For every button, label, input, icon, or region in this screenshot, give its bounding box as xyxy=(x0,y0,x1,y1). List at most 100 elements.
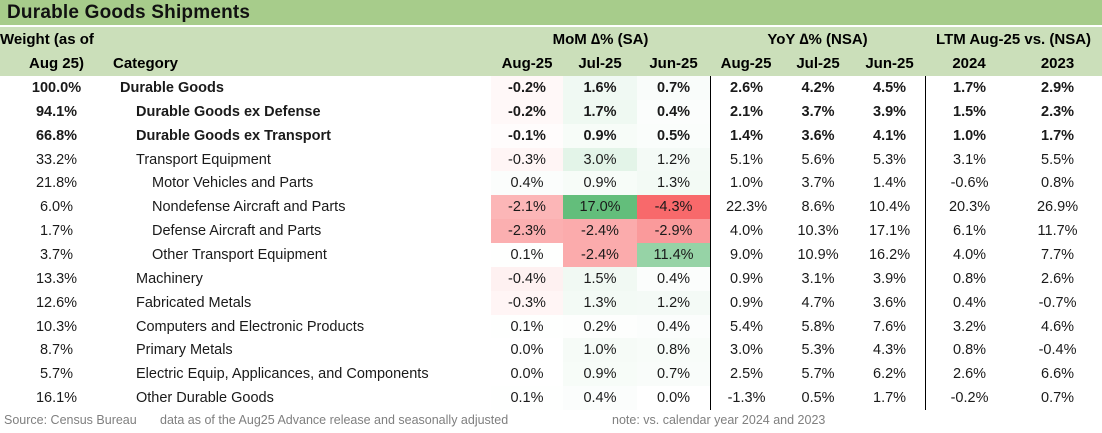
yoy-cell: 2.5% xyxy=(710,362,782,387)
ltm-cell: 2.6% xyxy=(925,362,1013,387)
yoy-cell: 3.7% xyxy=(801,175,835,192)
table-row: 16.1% Other Durable Goods 0.1% 0.4% 0.0% -1.3… xyxy=(0,386,1102,411)
yoy-cell: 0.9% xyxy=(710,290,782,315)
ltm-cell: -0.4% xyxy=(1038,342,1077,359)
yoy-cell: 3.7% xyxy=(801,103,835,120)
table-row: 12.6% Fabricated Metals -0.3% 1.3% 1.2% 0.9% 4… xyxy=(0,290,1102,315)
mom-cell: -2.3% xyxy=(491,219,563,244)
mom-cell: 1.2% xyxy=(637,290,711,315)
category-cell: Durable Goods ex Defense xyxy=(136,103,321,120)
yoy-cell: 1.4% xyxy=(873,175,907,192)
yoy-cell: 4.5% xyxy=(873,79,907,96)
weight-cell: 16.1% xyxy=(35,390,78,407)
yoy-cell: 4.1% xyxy=(873,127,907,144)
yoy-cell: 22.3% xyxy=(710,195,782,220)
mom-cell: -2.4% xyxy=(563,243,637,267)
mom-cell: 0.1% xyxy=(491,314,563,339)
yoy-col-jul25: Jul-25 xyxy=(782,51,855,76)
mom-cell: 0.4% xyxy=(637,266,711,291)
mom-cell: 0.4% xyxy=(563,386,637,411)
footer-notes: Source: Census Bureau data as of the Aug… xyxy=(0,410,1102,433)
ltm-cell: 4.0% xyxy=(925,243,1013,267)
ltm-cell: 3.1% xyxy=(925,147,1013,172)
yoy-cell: 16.2% xyxy=(868,246,911,263)
yoy-cell: 3.6% xyxy=(873,294,907,311)
weight-cell: 8.7% xyxy=(39,342,74,359)
yoy-cell: 3.9% xyxy=(873,103,907,120)
category-cell: Motor Vehicles and Parts xyxy=(152,175,314,192)
category-cell: Other Transport Equipment xyxy=(152,246,327,263)
mom-cell: -0.3% xyxy=(491,147,563,172)
mom-cell: 0.0% xyxy=(637,386,711,411)
yoy-cell: 1.0% xyxy=(710,171,782,196)
mom-cell: -2.9% xyxy=(637,219,711,244)
ltm-cell: 0.7% xyxy=(1041,390,1075,407)
mom-cell: 0.0% xyxy=(491,338,563,363)
yoy-col-jun25: Jun-25 xyxy=(854,51,926,76)
ltm-cell: 0.8% xyxy=(925,266,1013,291)
mom-cell: 0.4% xyxy=(637,99,711,124)
mom-cell: 0.4% xyxy=(491,171,563,196)
yoy-cell: 1.4% xyxy=(710,123,782,148)
table-row: 66.8% Durable Goods ex Transport -0.1% 0.9%… xyxy=(0,123,1102,148)
mom-cell: 17.0% xyxy=(563,195,637,220)
ltm-cell: 20.3% xyxy=(925,195,1013,220)
ltm-cell: 6.6% xyxy=(1041,366,1075,383)
ltm-cell: 7.7% xyxy=(1041,246,1075,263)
yoy-cell: 6.2% xyxy=(873,366,907,383)
ltm-cell: 0.8% xyxy=(1041,175,1075,192)
category-cell: Other Durable Goods xyxy=(136,390,274,407)
weight-cell: 12.6% xyxy=(35,294,78,311)
yoy-cell: 0.9% xyxy=(710,266,782,291)
mom-cell: 11.4% xyxy=(637,243,711,267)
ltm-cell: 1.0% xyxy=(925,123,1013,148)
ltm-cell: 1.7% xyxy=(925,76,1013,100)
ltm-cell: -0.2% xyxy=(925,386,1013,411)
ltm-cell: 2.3% xyxy=(1041,103,1075,120)
mom-col-jun25: Jun-25 xyxy=(637,51,711,76)
yoy-col-aug25: Aug-25 xyxy=(710,51,783,76)
ltm-cell: 4.6% xyxy=(1041,318,1075,335)
yoy-cell: 10.4% xyxy=(868,199,911,216)
ltm-cell: 2.6% xyxy=(1041,270,1075,287)
table-row: 13.3% Machinery -0.4% 1.5% 0.4% 0.9% 3.1% 3.9% 0… xyxy=(0,266,1102,291)
yoy-cell: 2.1% xyxy=(710,99,782,124)
yoy-cell: 3.6% xyxy=(801,127,835,144)
mom-cell: -0.3% xyxy=(491,290,563,315)
table-row: 33.2% Transport Equipment -0.3% 3.0% 1.2% 5.1… xyxy=(0,147,1102,172)
ltm-cell: -0.6% xyxy=(925,171,1013,196)
yoy-cell: 5.7% xyxy=(801,366,835,383)
category-cell: Nondefense Aircraft and Parts xyxy=(152,199,346,216)
table-row: 94.1% Durable Goods ex Defense -0.2% 1.7% 0.… xyxy=(0,99,1102,124)
yoy-cell: 1.7% xyxy=(873,390,907,407)
mom-cell: 0.9% xyxy=(563,362,637,387)
mom-cell: 0.4% xyxy=(637,314,711,339)
yoy-cell: 5.3% xyxy=(873,151,907,168)
yoy-cell: 2.6% xyxy=(710,76,782,100)
yoy-cell: 5.8% xyxy=(801,318,835,335)
table-row: 10.3% Computers and Electronic Products 0.… xyxy=(0,314,1102,339)
ltm-cell: 26.9% xyxy=(1036,199,1079,216)
table-row: 100.0% Durable Goods -0.2% 1.6% 0.7% 2.6% 4.2%… xyxy=(0,76,1102,100)
mom-cell: 1.2% xyxy=(637,147,711,172)
table-row: 8.7% Primary Metals 0.0% 1.0% 0.8% 3.0% 5.3% 4.… xyxy=(0,338,1102,363)
table-header: Weight (as of MoM ∆% (SA) YoY ∆% (NSA) L… xyxy=(0,27,1102,76)
group-header-yoy: YoY ∆% (NSA) xyxy=(710,27,926,51)
yoy-cell: 4.0% xyxy=(710,219,782,244)
data-note: data as of the Aug25 Advance release and… xyxy=(160,413,509,428)
mom-cell: -0.4% xyxy=(491,266,563,291)
yoy-cell: 0.5% xyxy=(801,390,835,407)
mom-cell: -0.2% xyxy=(491,99,563,124)
mom-cell: 0.5% xyxy=(637,123,711,148)
yoy-cell: 9.0% xyxy=(710,243,782,267)
source-note: Source: Census Bureau xyxy=(4,413,137,428)
mom-cell: -0.2% xyxy=(491,76,563,100)
weight-cell: 33.2% xyxy=(35,151,78,168)
ltm-cell: 1.7% xyxy=(1041,127,1075,144)
mom-cell: -2.4% xyxy=(563,219,637,244)
mom-cell: 0.1% xyxy=(491,243,563,267)
weight-cell: 94.1% xyxy=(35,103,78,120)
ltm-col-2024: 2024 xyxy=(925,51,1014,76)
table-row: 21.8% Motor Vehicles and Parts 0.4% 0.9% 1.3… xyxy=(0,171,1102,196)
